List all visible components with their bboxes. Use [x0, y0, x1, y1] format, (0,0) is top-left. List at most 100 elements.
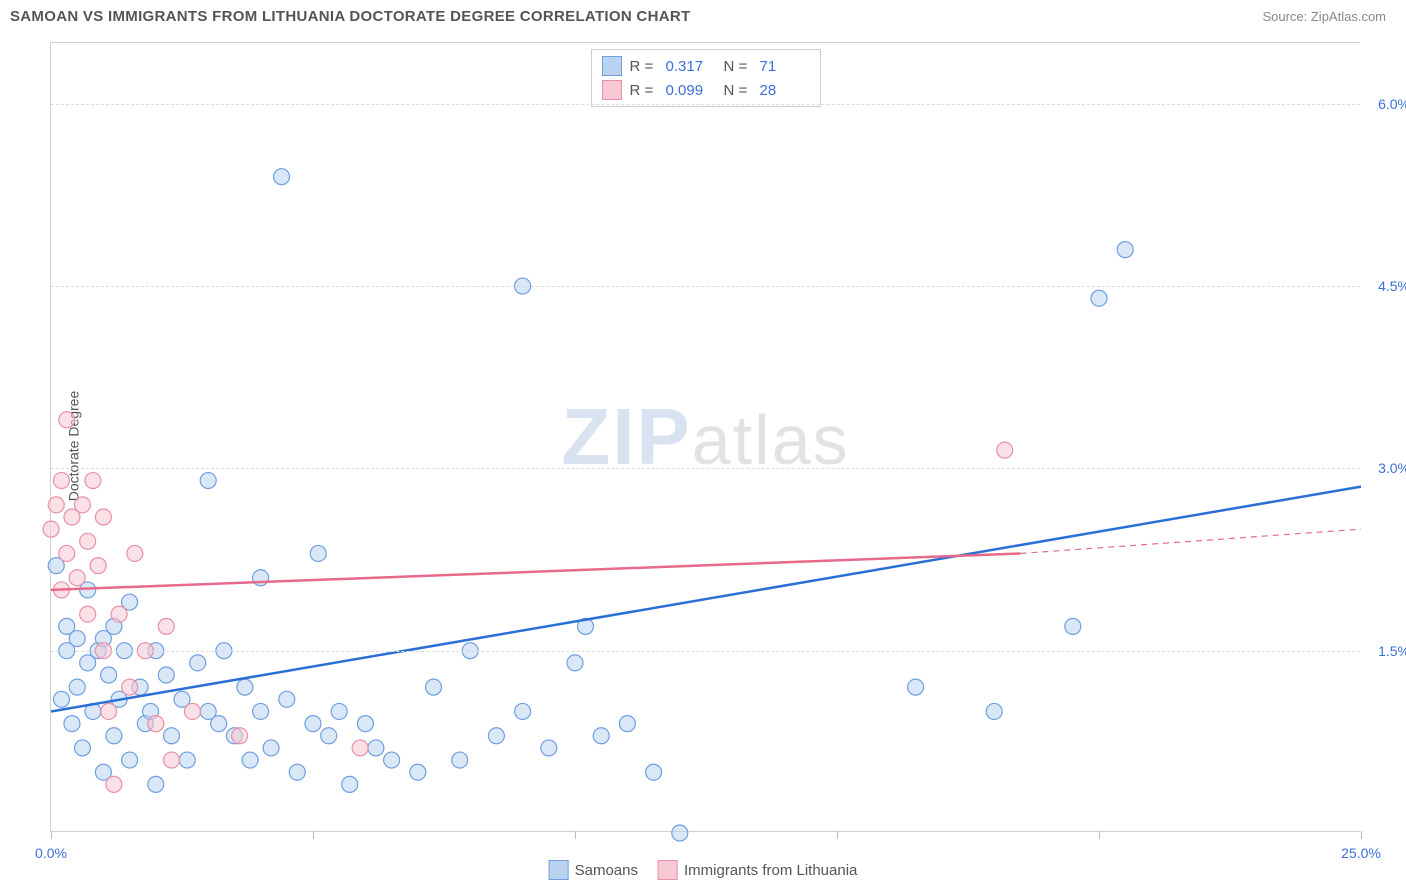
y-tick-label: 6.0%	[1365, 96, 1406, 112]
swatch-samoans-icon	[549, 860, 569, 880]
scatter-point	[190, 655, 206, 671]
scatter-point	[122, 679, 138, 695]
x-tick	[1361, 831, 1362, 839]
scatter-point	[200, 473, 216, 489]
series-legend: Samoans Immigrants from Lithuania	[549, 860, 858, 880]
n-value-samoans: 71	[760, 58, 810, 75]
x-tick	[313, 831, 314, 839]
scatter-point	[69, 570, 85, 586]
scatter-point	[85, 473, 101, 489]
swatch-lithuania	[602, 80, 622, 100]
correlation-legend: R = 0.317 N = 71 R = 0.099 N = 28	[591, 49, 821, 107]
plot-svg	[51, 43, 1360, 831]
scatter-point	[90, 558, 106, 574]
scatter-point	[148, 716, 164, 732]
scatter-point	[567, 655, 583, 671]
n-label: N =	[724, 58, 752, 75]
scatter-point	[357, 716, 373, 732]
scatter-point	[368, 740, 384, 756]
n-label: N =	[724, 82, 752, 99]
scatter-point	[111, 606, 127, 622]
scatter-point	[1065, 618, 1081, 634]
scatter-point	[1117, 242, 1133, 258]
scatter-point	[646, 764, 662, 780]
scatter-point	[274, 169, 290, 185]
scatter-point	[1091, 290, 1107, 306]
scatter-point	[101, 703, 117, 719]
scatter-point	[69, 679, 85, 695]
chart-area: ZIPatlas R = 0.317 N = 71 R = 0.099 N = …	[50, 42, 1360, 832]
scatter-point	[237, 679, 253, 695]
scatter-point	[122, 752, 138, 768]
y-tick-label: 1.5%	[1365, 643, 1406, 659]
scatter-point	[53, 473, 69, 489]
scatter-point	[253, 703, 269, 719]
scatter-point	[986, 703, 1002, 719]
swatch-lithuania-icon	[658, 860, 678, 880]
scatter-point	[69, 631, 85, 647]
scatter-point	[593, 728, 609, 744]
scatter-point	[74, 740, 90, 756]
scatter-point	[331, 703, 347, 719]
scatter-point	[106, 776, 122, 792]
scatter-point	[452, 752, 468, 768]
trend-line	[51, 487, 1361, 712]
scatter-point	[997, 442, 1013, 458]
scatter-point	[53, 691, 69, 707]
x-tick	[1099, 831, 1100, 839]
scatter-point	[321, 728, 337, 744]
scatter-point	[242, 752, 258, 768]
scatter-point	[515, 703, 531, 719]
trend-extrapolation	[1020, 529, 1361, 553]
x-tick-label: 25.0%	[1341, 845, 1381, 861]
x-tick	[51, 831, 52, 839]
x-tick	[837, 831, 838, 839]
source-label: Source: ZipAtlas.com	[1262, 9, 1386, 24]
scatter-point	[127, 545, 143, 561]
scatter-point	[179, 752, 195, 768]
scatter-point	[263, 740, 279, 756]
legend-row-lithuania: R = 0.099 N = 28	[602, 78, 810, 102]
scatter-point	[908, 679, 924, 695]
r-label: R =	[630, 82, 658, 99]
x-tick-label: 0.0%	[35, 845, 67, 861]
scatter-point	[158, 618, 174, 634]
scatter-point	[310, 545, 326, 561]
scatter-point	[158, 667, 174, 683]
legend-row-samoans: R = 0.317 N = 71	[602, 54, 810, 78]
scatter-point	[59, 545, 75, 561]
gridline	[51, 651, 1360, 652]
legend-item-samoans: Samoans	[549, 860, 638, 880]
r-value-samoans: 0.317	[666, 58, 716, 75]
scatter-point	[106, 728, 122, 744]
trend-line	[51, 553, 1020, 589]
x-tick	[575, 831, 576, 839]
scatter-point	[342, 776, 358, 792]
scatter-point	[64, 716, 80, 732]
scatter-point	[279, 691, 295, 707]
scatter-point	[672, 825, 688, 841]
y-tick-label: 3.0%	[1365, 460, 1406, 476]
scatter-point	[74, 497, 90, 513]
scatter-point	[410, 764, 426, 780]
scatter-point	[164, 752, 180, 768]
legend-label-samoans: Samoans	[575, 862, 638, 879]
swatch-samoans	[602, 56, 622, 76]
scatter-point	[164, 728, 180, 744]
scatter-point	[289, 764, 305, 780]
legend-item-lithuania: Immigrants from Lithuania	[658, 860, 857, 880]
scatter-point	[43, 521, 59, 537]
y-tick-label: 4.5%	[1365, 278, 1406, 294]
gridline	[51, 104, 1360, 105]
gridline	[51, 468, 1360, 469]
scatter-point	[80, 606, 96, 622]
legend-label-lithuania: Immigrants from Lithuania	[684, 862, 857, 879]
r-label: R =	[630, 58, 658, 75]
n-value-lithuania: 28	[760, 82, 810, 99]
r-value-lithuania: 0.099	[666, 82, 716, 99]
scatter-point	[148, 776, 164, 792]
scatter-point	[48, 497, 64, 513]
scatter-point	[95, 509, 111, 525]
scatter-point	[232, 728, 248, 744]
scatter-point	[352, 740, 368, 756]
